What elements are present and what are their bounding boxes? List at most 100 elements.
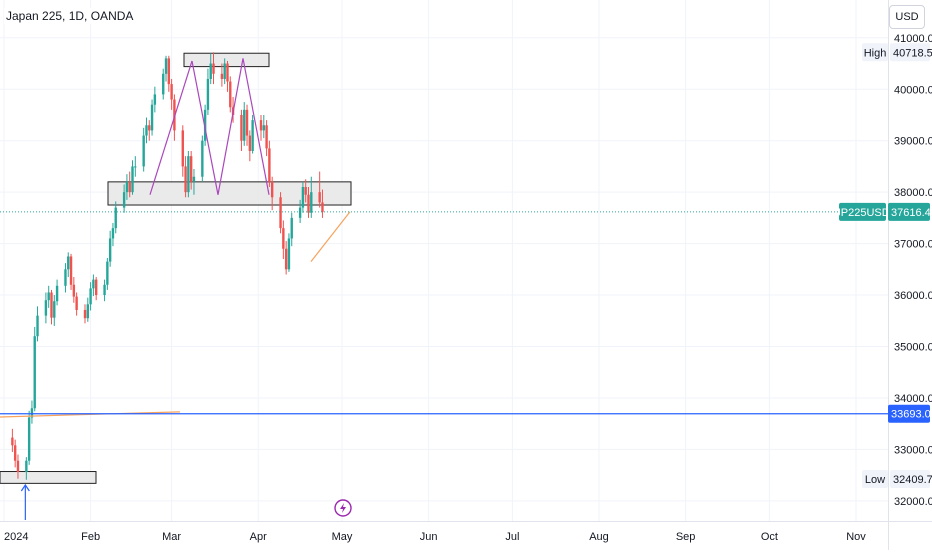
high-value-label: 40718.5 — [893, 47, 932, 59]
time-axis-label: 2024 — [4, 531, 28, 543]
candle-body — [271, 182, 273, 197]
candle-body — [307, 195, 309, 213]
candle-body — [17, 461, 19, 472]
symbol-title[interactable]: Japan 225, 1D, OANDA — [4, 8, 135, 24]
candle-body — [302, 187, 304, 208]
price-tick-label: 33000.0 — [894, 444, 932, 456]
candle-body — [226, 64, 228, 82]
candle-body — [170, 84, 172, 99]
candle-body — [131, 166, 133, 192]
candle-body — [221, 74, 223, 79]
time-axis-label: May — [332, 531, 353, 543]
high-tag-label: High — [864, 47, 887, 59]
price-tick-label: 39000.0 — [894, 136, 932, 148]
candle-body — [53, 301, 55, 317]
candle-body — [168, 58, 170, 84]
trendline-orange-rising[interactable] — [311, 212, 350, 262]
candle-body — [28, 418, 30, 461]
time-axis-label: Feb — [81, 531, 100, 543]
candle-body — [304, 187, 306, 195]
candle-body — [75, 297, 77, 310]
candle-body — [50, 292, 52, 317]
candle-body — [165, 58, 167, 73]
hline-price-tag: 33693.0 — [891, 409, 931, 421]
price-tick-label: 32000.0 — [894, 496, 932, 508]
candle-body — [243, 110, 245, 141]
candle-body — [291, 218, 293, 239]
candle-body — [14, 445, 16, 460]
candle-body — [288, 238, 290, 269]
candle-body — [123, 192, 125, 207]
low-tag-label: Low — [865, 474, 885, 486]
candle-body — [207, 79, 209, 110]
candle-body — [268, 148, 270, 181]
price-tick-label: 40000.0 — [894, 84, 932, 96]
candle-body — [106, 262, 108, 285]
support-zone-bottom[interactable] — [0, 472, 96, 484]
candle-body — [212, 64, 214, 74]
trendline-purple-2[interactable] — [192, 61, 218, 195]
candle-body — [11, 438, 13, 446]
candle-body — [142, 136, 144, 167]
candle-body — [70, 256, 72, 284]
price-tick-label: 34000.0 — [894, 393, 932, 405]
price-tick-label: 36000.0 — [894, 290, 932, 302]
candle-body — [318, 192, 320, 202]
candle-body — [134, 166, 136, 167]
candle-body — [89, 288, 91, 304]
candle-body — [87, 304, 89, 318]
time-axis-label: Jul — [505, 531, 519, 543]
time-axis-label: Apr — [250, 531, 267, 543]
candle-body — [126, 182, 128, 192]
candle-body — [148, 125, 150, 130]
candle-body — [263, 125, 265, 130]
grid — [0, 0, 888, 521]
candle-body — [240, 115, 242, 141]
time-axis-label: Sep — [676, 531, 696, 543]
time-axis-label: Mar — [162, 531, 181, 543]
candle-body — [265, 125, 267, 148]
candle-body — [246, 110, 248, 136]
candle-body — [310, 192, 312, 213]
currency-button[interactable]: USD — [889, 5, 925, 29]
drawings-lines[interactable] — [0, 58, 888, 520]
candle-body — [299, 208, 301, 218]
candle-body — [73, 285, 75, 297]
candle-body — [45, 300, 47, 315]
candle-body — [182, 130, 184, 166]
candle-body — [47, 292, 49, 300]
candle-body — [25, 461, 27, 472]
price-axis[interactable]: 41000.040000.039000.038000.037000.036000… — [889, 0, 932, 550]
candle-body — [36, 316, 38, 337]
candle-body — [84, 310, 86, 318]
candle-body — [95, 280, 97, 295]
candle-body — [210, 64, 212, 79]
candle-body — [56, 286, 58, 301]
candle-body — [109, 238, 111, 261]
candle-body — [67, 256, 69, 269]
low-value-label: 32409.7 — [893, 474, 932, 486]
candle-body — [260, 120, 262, 130]
candle-body — [321, 202, 323, 211]
candle-body — [201, 141, 203, 177]
candle-body — [151, 105, 153, 131]
candle-body — [229, 82, 231, 108]
candle-body — [64, 269, 66, 285]
time-axis-label: Jun — [420, 531, 438, 543]
candle-body — [145, 125, 147, 135]
symbol-price-tag: JP225USD — [835, 207, 889, 219]
candle-body — [112, 228, 114, 238]
price-tick-label: 37000.0 — [894, 239, 932, 251]
trendline-orange-flat[interactable] — [0, 412, 180, 417]
candle-body — [184, 166, 186, 192]
candle-body — [249, 136, 251, 151]
candle-body — [162, 74, 164, 95]
time-axis-label: Aug — [589, 531, 609, 543]
candle-body — [187, 156, 189, 192]
current-price-tag: 37616.4 — [891, 207, 931, 219]
neckline-zone[interactable] — [108, 182, 351, 205]
